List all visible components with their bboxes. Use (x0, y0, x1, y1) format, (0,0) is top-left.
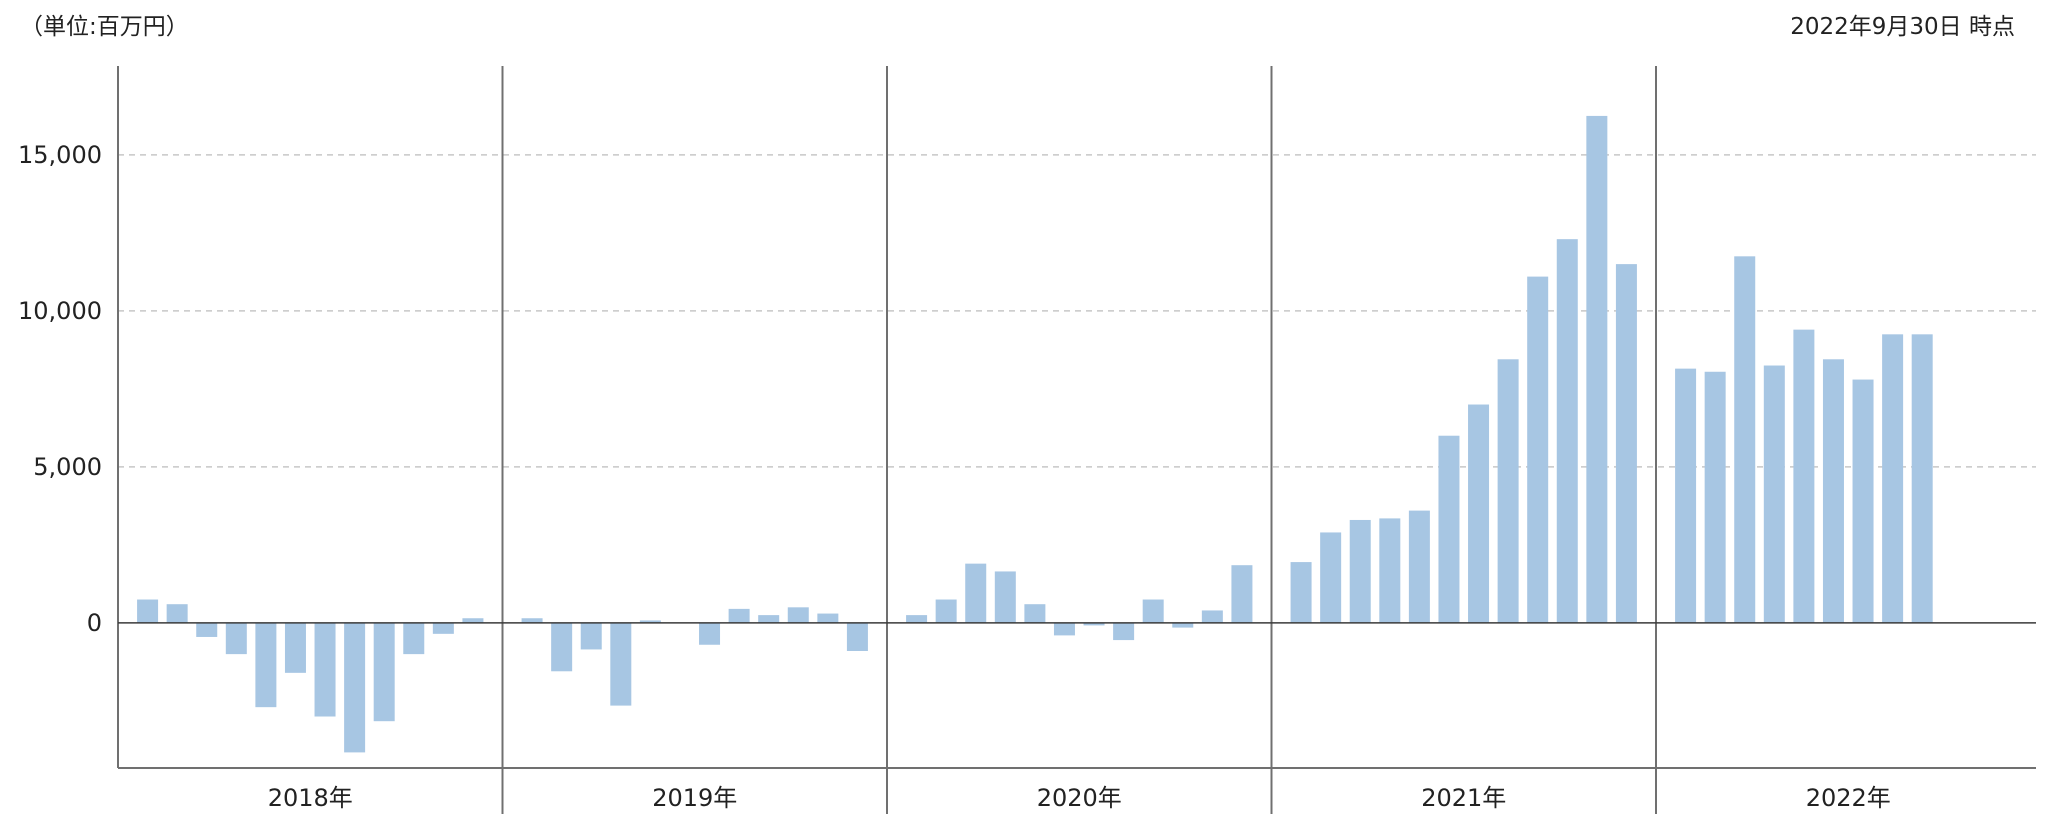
bar-4-1 (1704, 371, 1726, 623)
y-tick-label: 10,000 (18, 297, 102, 325)
unit-label: （単位:百万円） (20, 14, 189, 40)
bar-4-6 (1852, 379, 1874, 623)
as-of-date: 2022年9月30日 時点 (1790, 14, 2015, 40)
y-tick-label: 0 (87, 609, 102, 637)
bar-4-3 (1763, 365, 1785, 623)
bar-0-0 (137, 599, 159, 623)
bar-0-11 (462, 618, 484, 623)
bar-2-6 (1083, 622, 1105, 626)
bar-1-3 (610, 622, 632, 706)
bar-3-5 (1438, 435, 1460, 623)
bar-4-5 (1822, 359, 1844, 623)
bar-2-10 (1201, 610, 1223, 623)
bar-2-4 (1024, 604, 1046, 623)
bar-0-1 (166, 604, 188, 623)
bar-0-6 (314, 622, 336, 717)
bar-3-3 (1379, 518, 1401, 623)
bar-3-11 (1615, 264, 1637, 623)
bar-3-0 (1290, 562, 1312, 623)
bar-0-10 (432, 622, 454, 634)
bar-3-9 (1556, 239, 1578, 623)
bar-1-7 (728, 608, 750, 623)
bar-1-8 (758, 615, 780, 623)
bar-0-4 (255, 622, 277, 708)
y-tick-label: 15,000 (18, 141, 102, 169)
bar-1-6 (699, 622, 721, 645)
bar-0-3 (225, 622, 247, 655)
bar-3-6 (1468, 404, 1490, 623)
bar-3-1 (1320, 532, 1342, 623)
x-group-label: 2020年 (1037, 784, 1122, 812)
bar-3-8 (1527, 276, 1549, 623)
bar-1-2 (580, 622, 602, 650)
bar-3-2 (1349, 519, 1371, 623)
bar-0-7 (344, 622, 366, 753)
bar-0-8 (373, 622, 395, 722)
bar-2-7 (1113, 622, 1135, 641)
bar-1-10 (817, 613, 839, 623)
bar-0-2 (196, 622, 218, 637)
bar-3-4 (1408, 510, 1430, 623)
bar-2-5 (1053, 622, 1075, 636)
bar-1-4 (639, 620, 661, 623)
bar-2-3 (994, 571, 1016, 623)
bar-1-11 (846, 622, 868, 651)
bar-1-0 (521, 618, 543, 623)
bar-0-9 (403, 622, 425, 655)
bar-2-1 (935, 599, 957, 623)
bar-1-9 (787, 607, 809, 623)
bar-0-5 (284, 622, 306, 673)
y-tick-label: 5,000 (33, 453, 102, 481)
bar-2-8 (1142, 599, 1164, 623)
x-group-label: 2018年 (268, 784, 353, 812)
bar-1-1 (551, 622, 573, 672)
bar-4-2 (1734, 256, 1756, 623)
bar-4-7 (1882, 334, 1904, 623)
bar-2-9 (1172, 622, 1194, 628)
bar-2-0 (906, 615, 928, 623)
bar-3-10 (1586, 115, 1608, 623)
bar-4-0 (1675, 368, 1697, 623)
x-group-label: 2022年 (1806, 784, 1891, 812)
bar-2-11 (1231, 565, 1253, 623)
bar-2-2 (965, 563, 987, 623)
x-group-label: 2021年 (1421, 784, 1506, 812)
bar-4-4 (1793, 329, 1815, 623)
x-group-label: 2019年 (652, 784, 737, 812)
bar-4-8 (1911, 334, 1933, 623)
bar-3-7 (1497, 359, 1519, 623)
